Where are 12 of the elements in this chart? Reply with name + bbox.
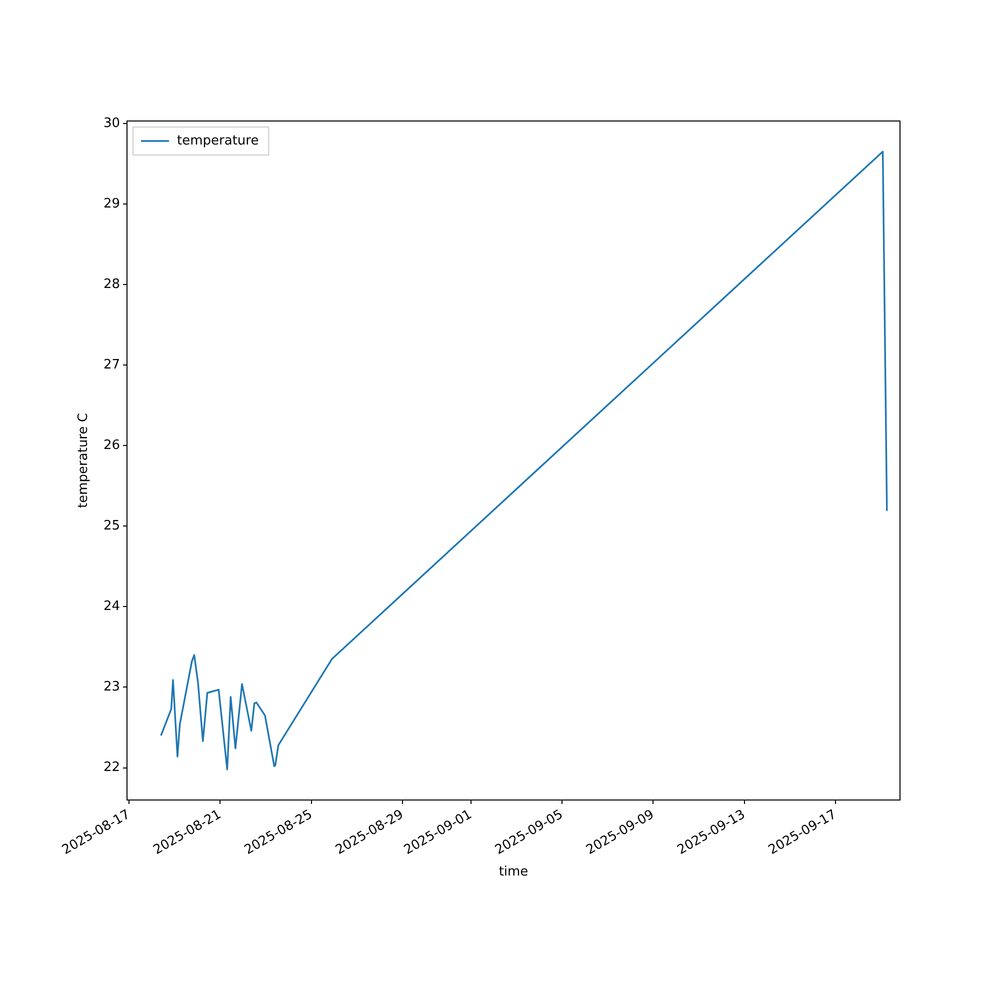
y-axis-title: temperature C	[76, 413, 92, 508]
legend-label: temperature	[177, 133, 259, 148]
y-tick-label: 24	[103, 599, 120, 614]
y-tick-label: 30	[103, 116, 120, 131]
y-tick-label: 25	[103, 518, 120, 534]
x-axis-title: time	[498, 864, 528, 880]
y-tick-label: 26	[103, 438, 120, 453]
y-tick-label: 27	[103, 357, 120, 372]
y-tick-label: 29	[103, 196, 120, 212]
y-tick-label: 22	[103, 760, 120, 776]
y-tick-label: 28	[103, 276, 120, 292]
y-tick-label: 23	[103, 680, 120, 695]
